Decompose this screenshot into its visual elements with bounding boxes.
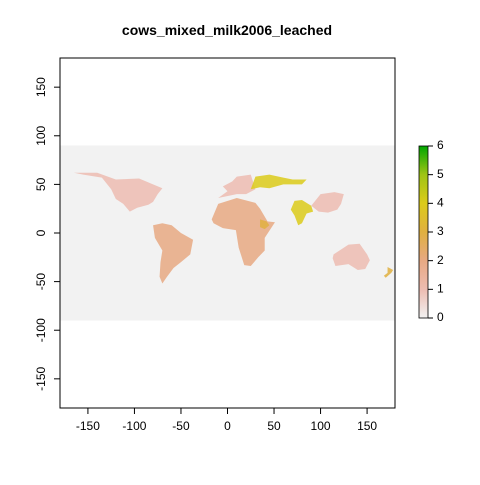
region-south-america bbox=[153, 223, 194, 284]
legend-tick-label: 6 bbox=[437, 138, 444, 152]
region-australia bbox=[332, 243, 370, 270]
legend-tick-label: 2 bbox=[437, 253, 444, 267]
x-tick-label: -100 bbox=[122, 419, 146, 433]
legend-tick-label: 3 bbox=[437, 224, 444, 238]
region-south-asia bbox=[290, 199, 314, 226]
x-axis: -150 -100 -50 0 50 100 150 bbox=[76, 407, 377, 433]
region-africa bbox=[211, 198, 275, 267]
y-tick-label: 0 bbox=[34, 229, 48, 236]
y-tick-label: -100 bbox=[34, 318, 48, 342]
region-europe bbox=[218, 174, 256, 198]
x-tick-label: 150 bbox=[357, 419, 377, 433]
region-eastern-europe-russia bbox=[250, 174, 307, 190]
y-tick-label: 50 bbox=[34, 177, 48, 191]
legend-tick-label: 0 bbox=[437, 310, 444, 324]
region-china bbox=[311, 192, 344, 213]
legend: 0 1 2 3 4 5 6 bbox=[418, 138, 444, 324]
y-tick-label: -150 bbox=[34, 367, 48, 391]
raster-background bbox=[60, 145, 395, 321]
plot-area bbox=[59, 57, 396, 409]
legend-color-bar bbox=[418, 145, 429, 319]
region-ethiopian-highlands bbox=[260, 219, 270, 230]
x-tick-label: -50 bbox=[172, 419, 190, 433]
chart-title: cows_mixed_milk2006_leached bbox=[122, 22, 332, 38]
y-tick-label: 100 bbox=[34, 125, 48, 145]
x-tick-label: 0 bbox=[224, 419, 231, 433]
legend-tick-label: 5 bbox=[437, 167, 444, 181]
y-tick-label: -50 bbox=[34, 273, 48, 291]
region-new-zealand bbox=[383, 267, 394, 278]
y-axis: -150 -100 -50 0 50 100 150 bbox=[34, 77, 61, 391]
y-tick-label: 150 bbox=[34, 77, 48, 97]
region-north-america bbox=[73, 172, 163, 212]
x-tick-label: -150 bbox=[76, 419, 100, 433]
x-tick-label: 50 bbox=[267, 419, 281, 433]
legend-tick-label: 4 bbox=[437, 196, 444, 210]
x-tick-label: 100 bbox=[311, 419, 331, 433]
legend-tick-label: 1 bbox=[437, 282, 444, 296]
